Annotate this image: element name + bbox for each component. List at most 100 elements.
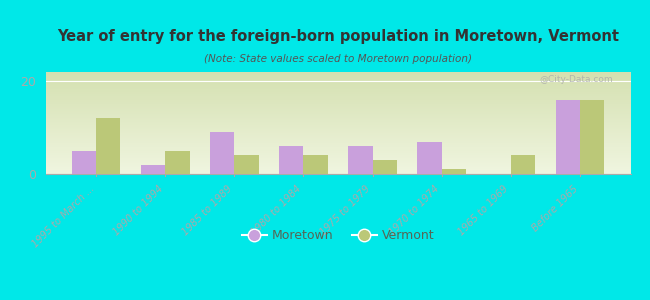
Title: Year of entry for the foreign-born population in Moretown, Vermont: Year of entry for the foreign-born popul… xyxy=(57,29,619,44)
Bar xyxy=(46,118,630,119)
Bar xyxy=(46,123,630,124)
Bar xyxy=(46,94,630,95)
Bar xyxy=(46,130,630,131)
Bar xyxy=(417,142,441,174)
Bar xyxy=(46,72,630,73)
Bar xyxy=(46,149,630,151)
Bar xyxy=(46,122,630,123)
Bar xyxy=(280,146,304,174)
Bar xyxy=(46,139,630,140)
Bar xyxy=(46,137,630,138)
Bar xyxy=(46,164,630,165)
Bar xyxy=(46,165,630,166)
Bar xyxy=(46,131,630,132)
Bar xyxy=(46,138,630,139)
Bar xyxy=(46,102,630,103)
Bar xyxy=(46,156,630,157)
Bar xyxy=(46,75,630,76)
Bar xyxy=(46,148,630,149)
Bar xyxy=(46,128,630,129)
Bar xyxy=(556,100,580,174)
Bar xyxy=(46,88,630,89)
Bar xyxy=(46,167,630,168)
Bar xyxy=(210,132,235,174)
Bar xyxy=(96,118,120,174)
Bar xyxy=(46,163,630,164)
Bar xyxy=(46,107,630,108)
Bar xyxy=(46,103,630,105)
Bar xyxy=(46,110,630,111)
Bar xyxy=(46,157,630,158)
Bar xyxy=(46,78,630,79)
Bar xyxy=(46,76,630,77)
Bar xyxy=(46,153,630,154)
Bar xyxy=(46,98,630,100)
Bar xyxy=(46,141,630,142)
Text: @City-Data.com: @City-Data.com xyxy=(540,75,613,84)
Bar xyxy=(46,115,630,116)
Bar xyxy=(46,166,630,167)
Bar xyxy=(46,172,630,173)
Bar xyxy=(46,143,630,144)
Bar xyxy=(46,121,630,122)
Bar xyxy=(46,108,630,109)
Bar xyxy=(46,134,630,135)
Bar xyxy=(46,160,630,161)
Bar xyxy=(46,152,630,153)
Bar xyxy=(46,129,630,130)
Bar xyxy=(46,154,630,156)
Bar xyxy=(348,146,372,174)
Bar xyxy=(46,73,630,74)
Bar xyxy=(165,151,190,174)
Bar xyxy=(46,132,630,133)
Bar xyxy=(46,97,630,98)
Bar xyxy=(46,170,630,171)
Bar xyxy=(46,124,630,125)
Bar xyxy=(46,146,630,148)
Bar xyxy=(46,93,630,94)
Bar xyxy=(46,105,630,106)
Legend: Moretown, Vermont: Moretown, Vermont xyxy=(237,224,439,247)
Bar xyxy=(46,161,630,162)
Bar xyxy=(46,117,630,118)
Bar xyxy=(46,74,630,75)
Bar xyxy=(46,125,630,126)
Bar xyxy=(46,133,630,134)
Bar xyxy=(72,151,96,174)
Bar xyxy=(46,112,630,113)
Bar xyxy=(46,85,630,86)
Bar xyxy=(46,162,630,163)
Bar xyxy=(511,155,535,174)
Bar xyxy=(46,109,630,110)
Bar xyxy=(372,160,396,174)
Bar xyxy=(46,135,630,136)
Bar xyxy=(46,90,630,92)
Bar xyxy=(580,100,604,174)
Bar xyxy=(46,113,630,114)
Bar xyxy=(46,81,630,82)
Bar xyxy=(46,114,630,115)
Bar xyxy=(46,119,630,120)
Bar xyxy=(46,92,630,93)
Bar xyxy=(46,100,630,101)
Bar xyxy=(46,82,630,83)
Bar xyxy=(46,144,630,145)
Bar xyxy=(46,80,630,81)
Bar xyxy=(46,87,630,88)
Bar xyxy=(441,169,466,174)
Bar xyxy=(46,106,630,107)
Bar xyxy=(46,89,630,90)
Bar xyxy=(46,173,630,174)
Bar xyxy=(46,100,630,102)
Bar xyxy=(46,95,630,97)
Bar xyxy=(46,77,630,78)
Bar xyxy=(46,116,630,117)
Text: (Note: State values scaled to Moretown population): (Note: State values scaled to Moretown p… xyxy=(204,54,472,64)
Bar xyxy=(46,151,630,152)
Bar xyxy=(46,168,630,169)
Bar xyxy=(46,84,630,85)
Bar xyxy=(304,155,328,174)
Bar xyxy=(46,142,630,143)
Bar xyxy=(46,79,630,80)
Bar xyxy=(46,127,630,128)
